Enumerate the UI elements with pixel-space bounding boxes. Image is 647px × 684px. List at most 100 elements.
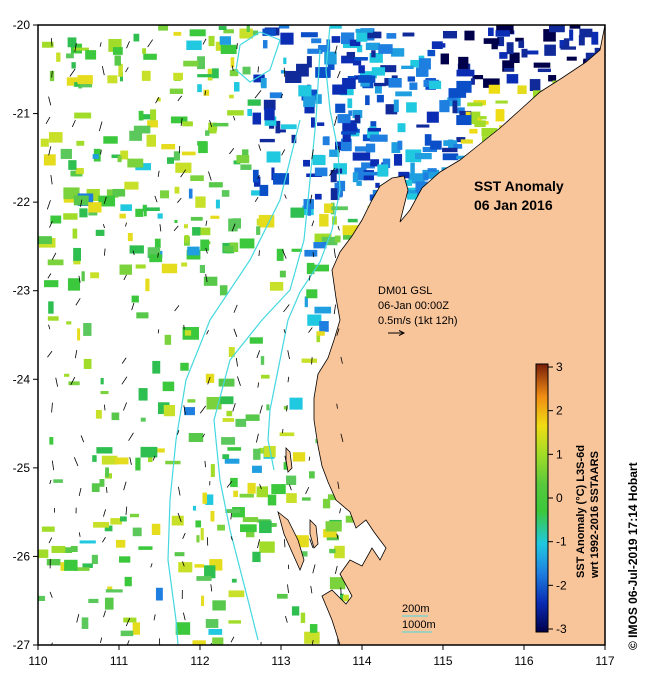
sst-patch	[327, 61, 335, 70]
sst-patch	[154, 238, 161, 249]
colorbar-tick-label: -2	[556, 578, 567, 592]
sst-patch	[138, 388, 148, 401]
sst-patch	[173, 72, 183, 80]
sst-patch	[132, 622, 141, 635]
sst-patch	[53, 479, 63, 483]
current-arrow	[283, 329, 286, 334]
sst-patch	[569, 29, 574, 41]
sst-patch	[83, 358, 92, 369]
current-arrow	[47, 350, 53, 358]
sst-patch	[256, 486, 269, 498]
sst-patch	[100, 377, 104, 385]
sst-patch	[286, 475, 297, 485]
sst-patch	[183, 60, 199, 67]
sst-patch	[604, 57, 605, 65]
sst-patch	[247, 108, 252, 117]
sst-patch	[313, 264, 330, 272]
sst-patch	[197, 74, 212, 78]
current-arrow	[202, 433, 206, 438]
sst-patch	[309, 471, 315, 479]
sst-patch	[158, 25, 169, 31]
sst-patch	[321, 236, 338, 246]
sst-patch	[460, 139, 473, 144]
sst-patch	[40, 138, 49, 147]
sst-patch	[195, 520, 202, 528]
current-arrow	[126, 41, 130, 49]
current-arrow	[289, 484, 292, 491]
sst-patch	[256, 226, 261, 235]
sst-patch	[298, 551, 308, 557]
current-arrow	[337, 225, 340, 231]
sst-patch	[374, 83, 382, 94]
sst-patch	[340, 32, 355, 45]
sst-patch	[441, 43, 446, 48]
current-scale-label: 0.5m/s (1kt 12h)	[378, 315, 457, 327]
sst-patch	[70, 545, 78, 552]
sst-patch	[146, 134, 156, 147]
sst-patch	[311, 117, 315, 128]
sst-patch	[324, 203, 333, 214]
sst-patch	[440, 53, 449, 65]
sst-patch	[292, 452, 306, 462]
sst-patch	[242, 517, 259, 523]
sst-patch	[341, 55, 356, 64]
sst-patch	[260, 374, 270, 379]
isobath-offshore	[167, 119, 301, 645]
sst-patch	[314, 306, 332, 314]
sst-patch	[240, 524, 257, 533]
current-arrow	[282, 249, 287, 259]
sst-patch	[203, 89, 210, 96]
sst-patch	[262, 40, 268, 49]
current-arrow	[258, 250, 260, 257]
sst-patch	[63, 187, 80, 200]
sst-patch	[83, 323, 92, 336]
sst-patch	[357, 44, 363, 53]
sst-patch	[247, 99, 261, 106]
current-arrow	[231, 65, 234, 72]
sst-patch	[271, 167, 275, 181]
current-arrow	[340, 356, 343, 364]
sst-patch	[127, 158, 144, 168]
sst-patch	[401, 65, 414, 70]
current-arrow	[177, 486, 181, 496]
sst-patch	[472, 75, 484, 80]
current-arrow	[73, 457, 79, 467]
sst-patch	[38, 549, 49, 558]
current-arrow	[174, 305, 180, 312]
sst-patch	[175, 162, 192, 173]
sst-patch	[317, 122, 325, 126]
sst-patch	[370, 159, 380, 167]
sst-patch	[309, 624, 318, 633]
sst-patch	[391, 142, 401, 154]
sst-patch	[560, 46, 577, 50]
current-arrow	[183, 405, 186, 415]
sst-patch	[152, 360, 161, 374]
sst-patch	[73, 195, 89, 206]
current-arrow	[235, 357, 238, 367]
sst-patch	[66, 77, 79, 86]
current-arrow	[230, 513, 233, 520]
sst-patch	[290, 207, 305, 218]
sst-patch	[259, 541, 275, 553]
sst-patch	[230, 477, 238, 488]
current-arrow	[257, 382, 260, 388]
current-arrow	[205, 274, 208, 283]
sst-patch	[359, 71, 377, 79]
sst-patch	[77, 328, 81, 341]
sst-patch	[283, 57, 287, 65]
x-tick-label: 111	[110, 654, 129, 668]
current-arrow	[205, 247, 208, 254]
current-arrow	[100, 149, 102, 155]
sst-patch	[60, 148, 72, 159]
sst-patch	[300, 32, 318, 38]
sst-patch	[322, 498, 331, 509]
sst-patch	[306, 173, 322, 178]
sst-patch	[279, 432, 295, 437]
sst-patch	[228, 620, 242, 624]
sst-patch	[135, 208, 144, 217]
sst-patch	[352, 152, 371, 161]
current-arrow	[337, 145, 341, 153]
sst-patch	[371, 67, 386, 76]
sst-patch	[252, 551, 261, 563]
sst-patch	[559, 40, 567, 49]
